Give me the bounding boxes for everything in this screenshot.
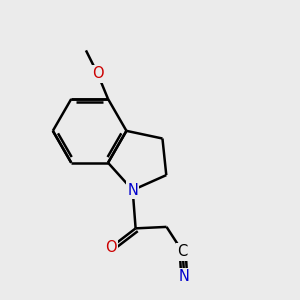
Text: O: O: [92, 67, 103, 82]
Text: N: N: [179, 269, 190, 284]
Text: N: N: [127, 183, 138, 198]
Text: C: C: [178, 244, 188, 260]
Text: O: O: [105, 240, 116, 255]
